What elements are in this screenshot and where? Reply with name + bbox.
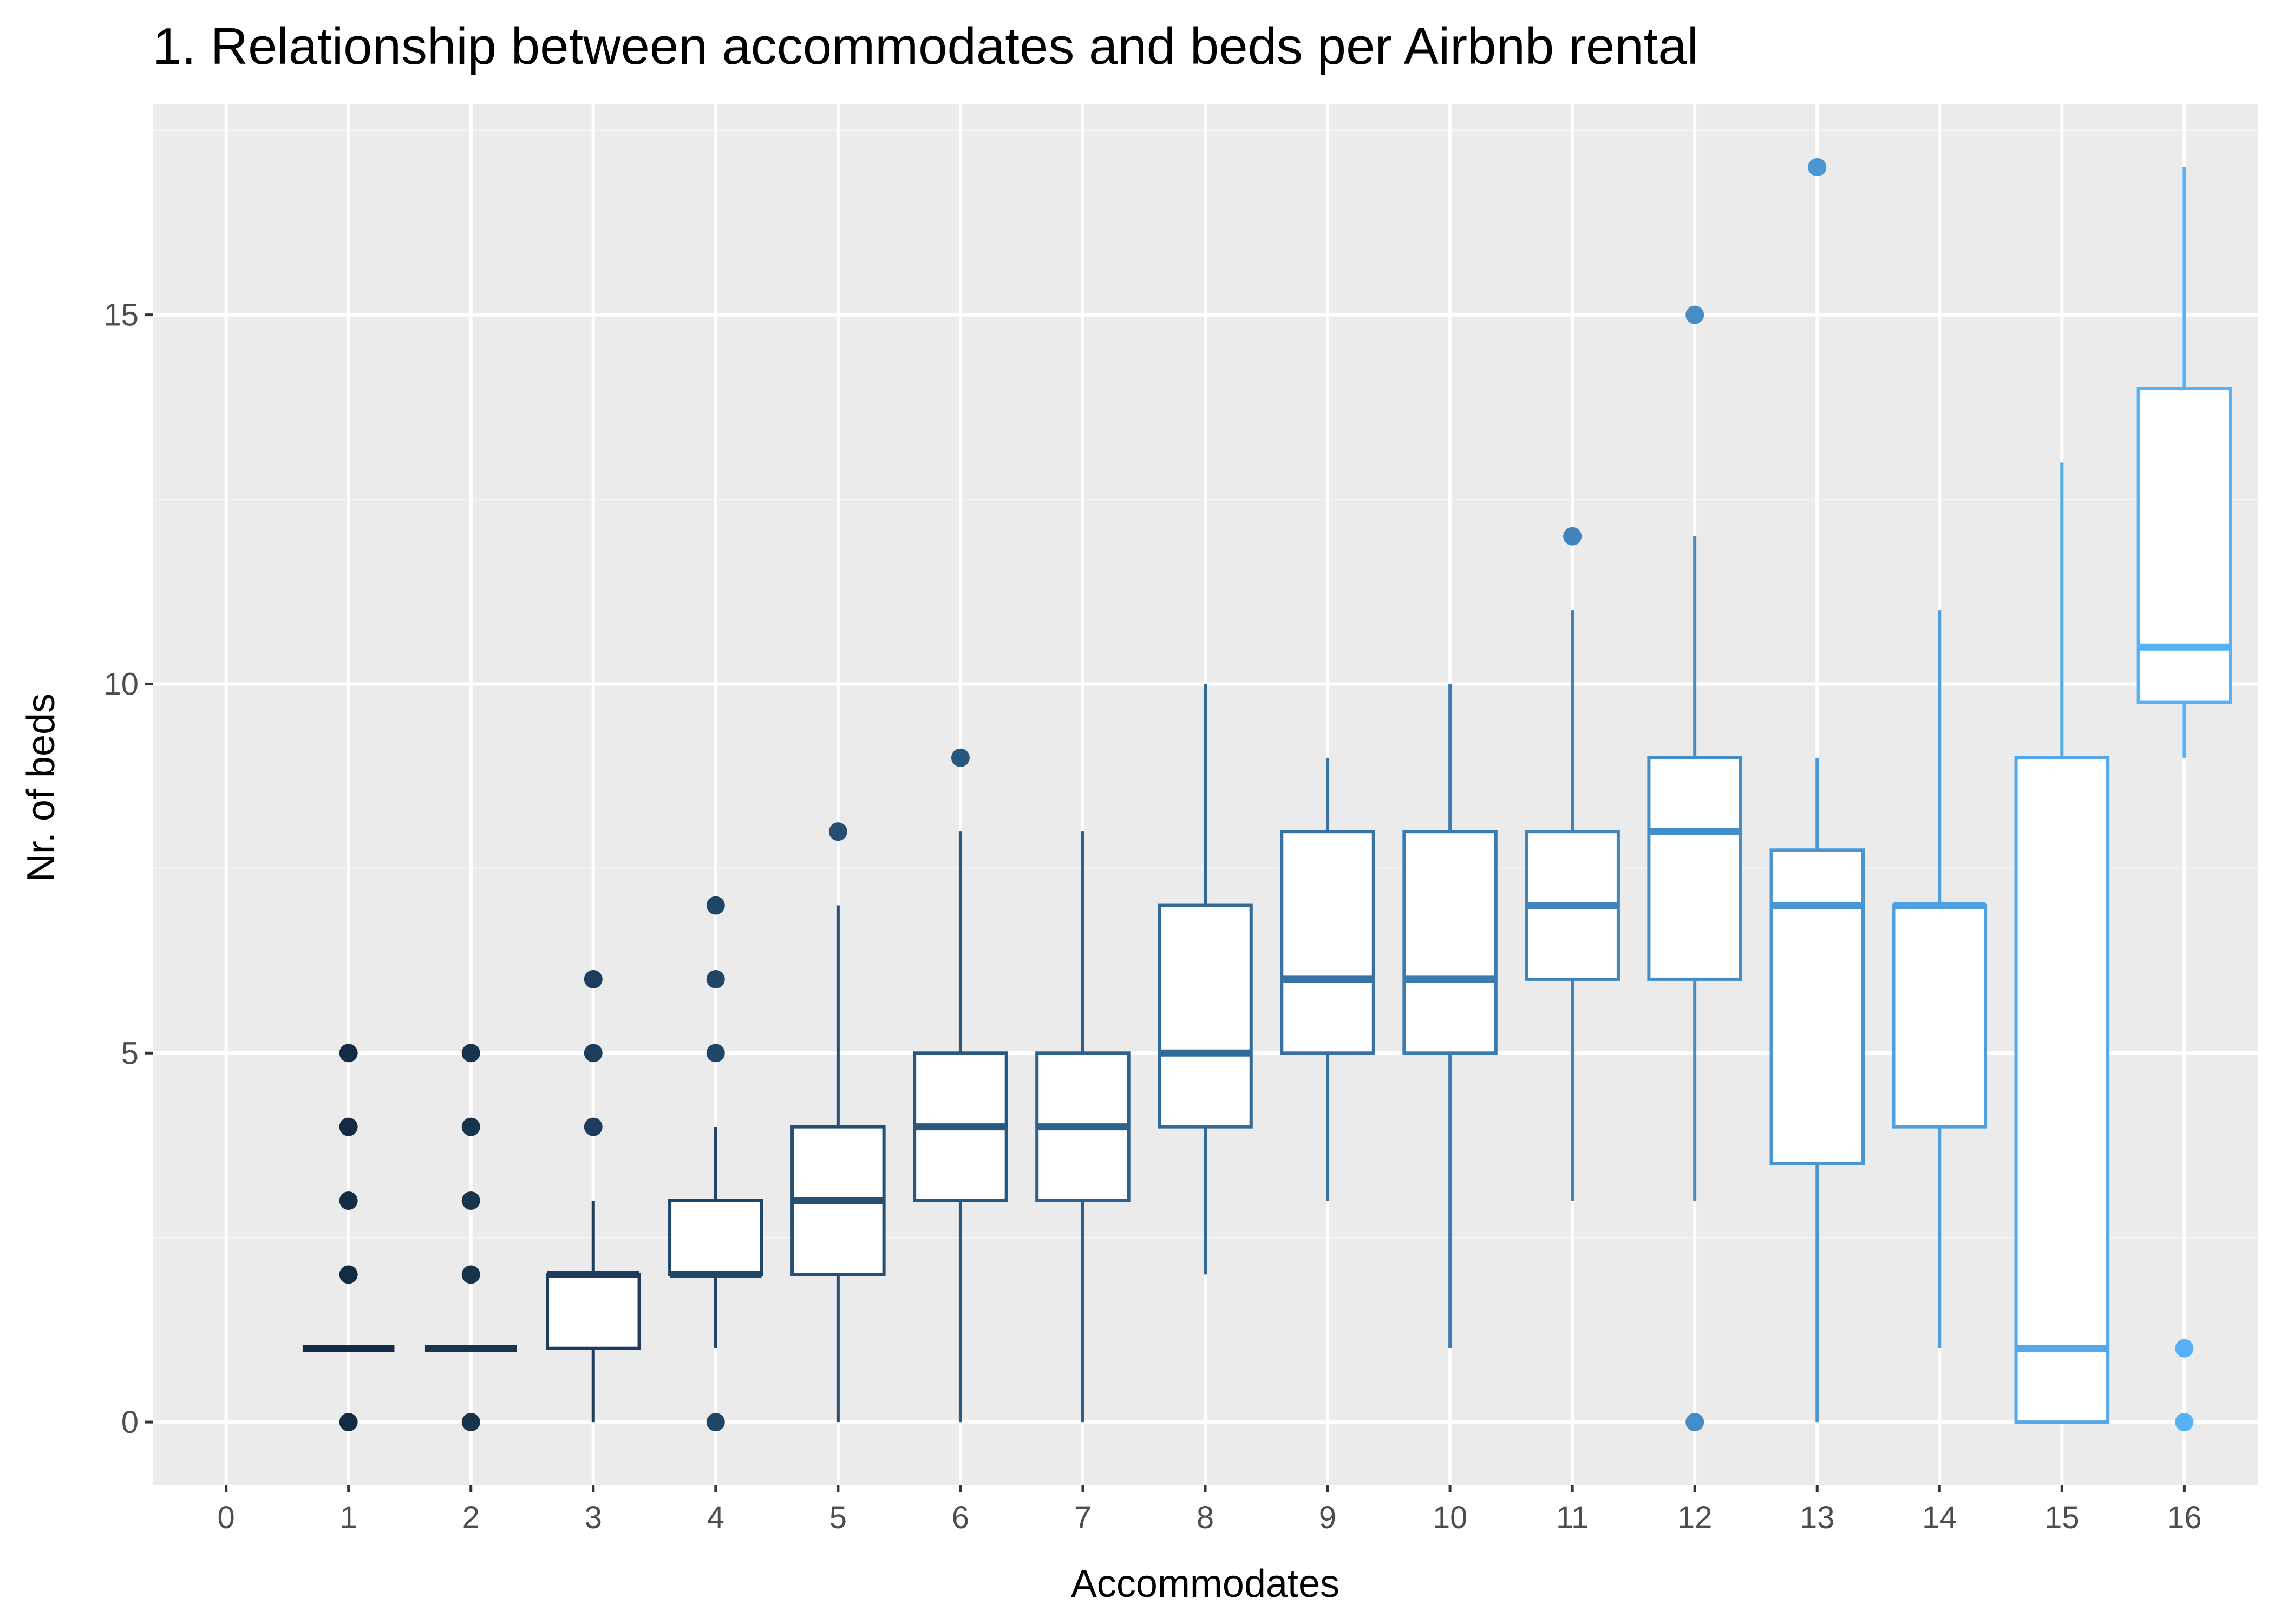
outlier-point [2175,1339,2194,1358]
outlier-point [339,1265,358,1284]
x-tick-label: 1 [340,1500,357,1535]
outlier-point [584,1117,603,1136]
box-series [302,158,2232,1432]
x-tick-label: 13 [1800,1500,1835,1535]
x-tick-label: 16 [2167,1500,2202,1535]
outlier-point [584,1044,603,1063]
outlier-point [706,970,725,988]
outlier-point [706,1413,725,1432]
box-group [1647,305,1742,1432]
box-group [790,822,886,1423]
outlier-point [1685,1413,1704,1432]
outlier-point [339,1117,358,1136]
box-group [424,1044,517,1432]
box [2014,756,2110,1424]
x-tick-label: 3 [585,1500,602,1535]
box [1647,756,1742,981]
box [668,1199,763,1276]
box-group [668,896,763,1432]
box-group [1769,158,1865,1423]
chart-title: 1. Relationship between accommodates and… [153,17,1698,75]
outlier-point [706,1044,725,1063]
x-tick-label: 9 [1319,1500,1336,1535]
box-group [1402,684,1498,1348]
box-group [1035,831,1131,1423]
outlier-point [2175,1413,2194,1432]
box-group [1525,527,1620,1201]
box [546,1273,641,1350]
box-group [913,748,1008,1423]
x-tick-label: 2 [462,1500,480,1535]
x-tick-label: 7 [1074,1500,1092,1535]
box [2136,387,2232,704]
outlier-point [339,1044,358,1063]
outlier-point [339,1191,358,1210]
box [1280,830,1375,1055]
y-tick-label: 5 [121,1036,139,1071]
outlier-point [1563,527,1582,546]
x-tick-label: 14 [1922,1500,1957,1535]
x-tick-label: 8 [1197,1500,1214,1535]
x-tick-label: 12 [1677,1500,1713,1535]
box-group [2136,167,2232,1432]
outlier-point [1808,158,1827,176]
box [1769,848,1865,1165]
outlier-point [951,748,970,767]
outlier-point [461,1413,480,1432]
box-group [546,970,641,1423]
y-axis: 0 5 10 15 [103,298,153,1440]
outlier-point [828,822,847,841]
box-group [1280,757,1375,1201]
outlier-point [1685,305,1704,324]
box-group [1158,684,1253,1275]
x-tick-label: 10 [1433,1500,1468,1535]
outlier-point [461,1265,480,1284]
outlier-point [706,896,725,915]
x-axis-title: Accommodates [1071,1562,1339,1606]
x-tick-label: 6 [952,1500,969,1535]
outlier-point [584,970,603,988]
y-tick-label: 15 [103,298,139,333]
x-tick-label: 15 [2044,1500,2080,1535]
outlier-point [339,1413,358,1432]
outlier-point [461,1191,480,1210]
box-group [1892,610,1988,1348]
y-tick-label: 0 [121,1405,139,1440]
y-axis-title: Nr. of beds [19,693,63,882]
outlier-point [461,1117,480,1136]
box-group [2014,462,2110,1424]
outlier-point [461,1044,480,1063]
box [1158,903,1253,1129]
box [1402,830,1498,1055]
x-tick-label: 11 [1556,1500,1589,1535]
x-tick-label: 5 [829,1500,847,1535]
x-tick-label: 0 [217,1500,234,1535]
box-group [302,1044,395,1432]
x-tick-label: 4 [707,1500,724,1535]
box [1892,903,1988,1129]
x-axis: 0 1 2 3 4 5 6 7 8 9 10 11 12 13 14 15 16 [217,1485,2202,1535]
y-tick-label: 10 [103,666,139,702]
